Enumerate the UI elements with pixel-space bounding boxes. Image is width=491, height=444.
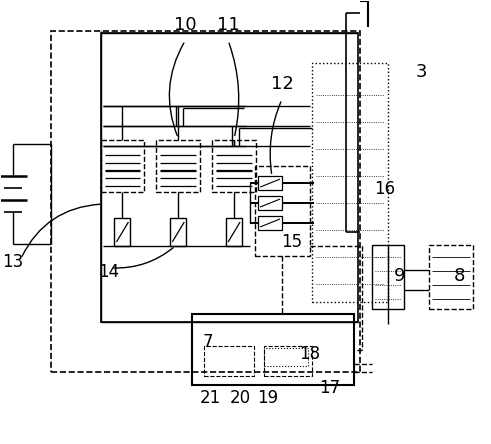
Bar — [264, 345, 312, 376]
Bar — [226, 218, 242, 246]
Bar — [264, 348, 308, 365]
Text: 10: 10 — [174, 16, 196, 34]
Text: 15: 15 — [281, 233, 302, 251]
Bar — [430, 245, 473, 309]
Bar — [258, 216, 282, 230]
Text: 18: 18 — [300, 345, 321, 363]
Bar — [101, 32, 358, 322]
Text: 3: 3 — [416, 63, 427, 81]
Bar — [212, 140, 256, 192]
Text: 12: 12 — [271, 75, 294, 93]
Bar — [114, 218, 131, 246]
Text: 14: 14 — [98, 263, 119, 281]
Text: 19: 19 — [257, 389, 278, 408]
Bar — [170, 218, 186, 246]
Bar — [312, 63, 387, 302]
Text: 21: 21 — [199, 389, 221, 408]
Bar — [372, 245, 404, 309]
Text: 17: 17 — [319, 380, 340, 397]
Bar — [156, 140, 200, 192]
Text: 7: 7 — [203, 333, 214, 351]
Text: 13: 13 — [2, 253, 24, 271]
Text: 9: 9 — [394, 267, 406, 285]
Bar — [101, 140, 144, 192]
Text: 16: 16 — [374, 180, 395, 198]
Bar — [258, 196, 282, 210]
Text: 8: 8 — [454, 267, 465, 285]
Bar — [258, 176, 282, 190]
Bar — [51, 31, 360, 372]
Text: 20: 20 — [229, 389, 251, 408]
Bar — [192, 314, 354, 385]
Text: 11: 11 — [217, 16, 240, 34]
Bar — [255, 166, 310, 256]
Bar — [204, 345, 254, 376]
